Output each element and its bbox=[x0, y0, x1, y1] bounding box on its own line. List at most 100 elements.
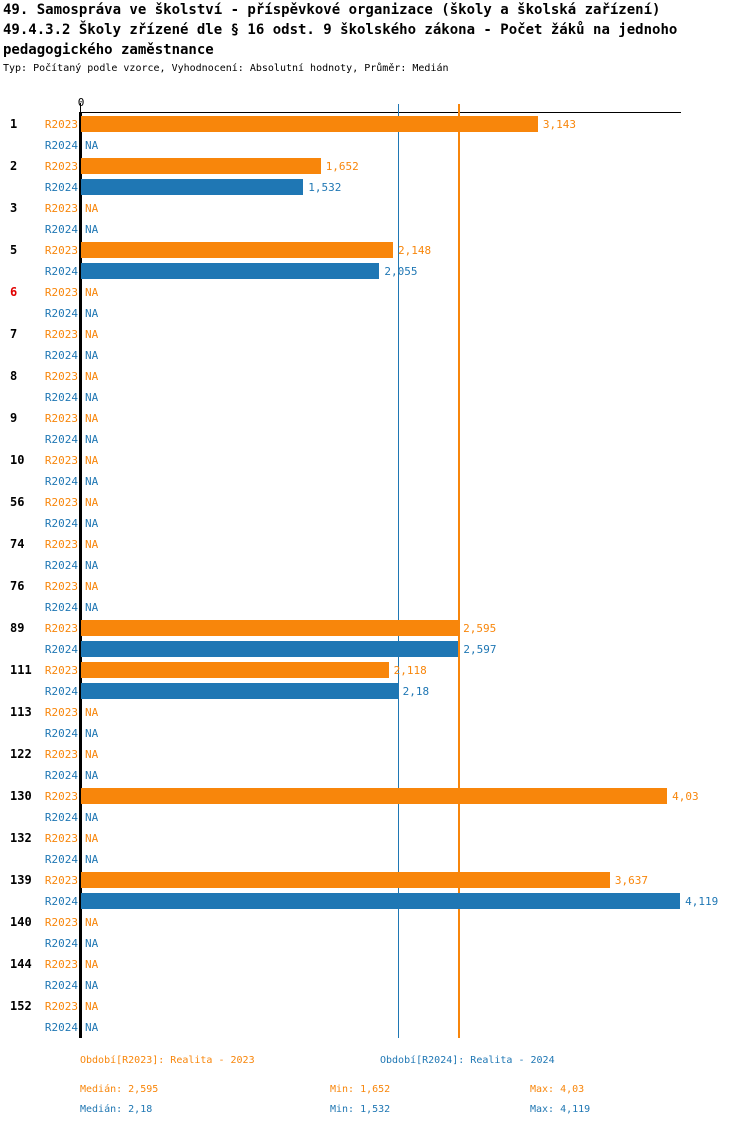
na-label: NA bbox=[85, 370, 99, 383]
na-label: NA bbox=[85, 223, 99, 236]
na-label: NA bbox=[85, 853, 99, 866]
stat-min-2023: Min: 1,652 bbox=[330, 1084, 391, 1095]
series-label-r2024: R2024 bbox=[44, 853, 78, 866]
na-label: NA bbox=[85, 727, 99, 740]
category-label: 113 bbox=[10, 705, 32, 719]
na-label: NA bbox=[85, 1021, 99, 1034]
series-label-r2024: R2024 bbox=[44, 727, 78, 740]
series-label-r2024: R2024 bbox=[44, 433, 78, 446]
series-label-r2023: R2023 bbox=[44, 370, 78, 383]
bar-r2024 bbox=[81, 263, 380, 279]
report-subtitle: Typ: Počítaný podle vzorce, Vyhodnocení:… bbox=[3, 63, 449, 74]
na-label: NA bbox=[85, 748, 99, 761]
category-label: 76 bbox=[10, 579, 25, 593]
series-label-r2024: R2024 bbox=[44, 307, 78, 320]
category-label: 10 bbox=[10, 453, 25, 467]
series-label-r2024: R2024 bbox=[44, 349, 78, 362]
na-label: NA bbox=[85, 202, 99, 215]
stat-min-2024: Min: 1,532 bbox=[330, 1104, 391, 1115]
na-label: NA bbox=[85, 496, 99, 509]
series-label-r2023: R2023 bbox=[44, 706, 78, 719]
bar-r2024 bbox=[81, 683, 398, 699]
bar-value-label: 4,119 bbox=[685, 895, 719, 908]
series-label-r2023: R2023 bbox=[44, 874, 78, 887]
bar-value-label: 2,18 bbox=[402, 685, 430, 698]
category-label: 122 bbox=[10, 747, 32, 761]
series-label-r2023: R2023 bbox=[44, 832, 78, 845]
series-label-r2023: R2023 bbox=[44, 622, 78, 635]
category-label: 5 bbox=[10, 243, 18, 257]
na-label: NA bbox=[85, 286, 99, 299]
na-label: NA bbox=[85, 475, 99, 488]
na-label: NA bbox=[85, 412, 99, 425]
series-label-r2023: R2023 bbox=[44, 916, 78, 929]
series-label-r2024: R2024 bbox=[44, 223, 78, 236]
series-label-r2023: R2023 bbox=[44, 244, 78, 257]
series-label-r2023: R2023 bbox=[44, 1000, 78, 1013]
bar-r2023 bbox=[81, 158, 321, 174]
series-label-r2023: R2023 bbox=[44, 286, 78, 299]
series-label-r2023: R2023 bbox=[44, 496, 78, 509]
bar-r2023 bbox=[81, 662, 389, 678]
na-label: NA bbox=[85, 139, 99, 152]
na-label: NA bbox=[85, 349, 99, 362]
series-label-r2024: R2024 bbox=[44, 937, 78, 950]
category-label: 111 bbox=[10, 663, 32, 677]
legend-period-2024: Období[R2024]: Realita - 2024 bbox=[380, 1055, 555, 1066]
category-label: 6 bbox=[10, 285, 18, 299]
bar-value-label: 2,597 bbox=[463, 643, 497, 656]
reference-line-median-2023 bbox=[458, 104, 460, 1038]
series-label-r2024: R2024 bbox=[44, 265, 78, 278]
na-label: NA bbox=[85, 328, 99, 341]
series-label-r2024: R2024 bbox=[44, 1021, 78, 1034]
stat-max-2023: Max: 4,03 bbox=[530, 1084, 585, 1095]
na-label: NA bbox=[85, 769, 99, 782]
bar-r2023 bbox=[81, 242, 393, 258]
series-label-r2023: R2023 bbox=[44, 412, 78, 425]
bar-r2023 bbox=[81, 116, 538, 132]
series-label-r2024: R2024 bbox=[44, 769, 78, 782]
series-label-r2024: R2024 bbox=[44, 601, 78, 614]
series-label-r2024: R2024 bbox=[44, 391, 78, 404]
category-label: 2 bbox=[10, 159, 18, 173]
bar-value-label: 4,03 bbox=[672, 790, 699, 803]
category-label: 8 bbox=[10, 369, 18, 383]
report-title-line2: 49.4.3.2 Školy zřízené dle § 16 odst. 9 … bbox=[3, 22, 678, 38]
series-label-r2024: R2024 bbox=[44, 895, 78, 908]
category-label: 1 bbox=[10, 117, 18, 131]
na-label: NA bbox=[85, 517, 99, 530]
series-label-r2024: R2024 bbox=[44, 811, 78, 824]
series-label-r2023: R2023 bbox=[44, 328, 78, 341]
na-label: NA bbox=[85, 307, 99, 320]
category-label: 132 bbox=[10, 831, 32, 845]
bar-r2024 bbox=[81, 641, 459, 657]
stat-median-2024: Medián: 2,18 bbox=[80, 1104, 153, 1115]
bar-r2024 bbox=[81, 893, 681, 909]
series-label-r2023: R2023 bbox=[44, 580, 78, 593]
na-label: NA bbox=[85, 433, 99, 446]
na-label: NA bbox=[85, 706, 99, 719]
legend-period-2023: Období[R2023]: Realita - 2023 bbox=[80, 1055, 255, 1066]
bar-r2023 bbox=[81, 872, 610, 888]
category-label: 56 bbox=[10, 495, 25, 509]
na-label: NA bbox=[85, 811, 99, 824]
category-label: 89 bbox=[10, 621, 25, 635]
series-label-r2023: R2023 bbox=[44, 748, 78, 761]
series-label-r2024: R2024 bbox=[44, 517, 78, 530]
category-label: 3 bbox=[10, 201, 18, 215]
bar-value-label: 2,055 bbox=[384, 265, 418, 278]
category-label: 7 bbox=[10, 327, 18, 341]
stat-median-2023: Medián: 2,595 bbox=[80, 1084, 159, 1095]
category-label: 130 bbox=[10, 789, 32, 803]
bar-value-label: 2,148 bbox=[397, 244, 432, 257]
bar-value-label: 3,637 bbox=[614, 874, 649, 887]
report-title-line3: pedagogického zaměstnance bbox=[3, 42, 214, 58]
series-label-r2023: R2023 bbox=[44, 160, 78, 173]
series-label-r2024: R2024 bbox=[44, 643, 78, 656]
category-label: 139 bbox=[10, 873, 32, 887]
na-label: NA bbox=[85, 979, 99, 992]
category-label: 9 bbox=[10, 411, 18, 425]
na-label: NA bbox=[85, 601, 99, 614]
category-label: 140 bbox=[10, 915, 32, 929]
series-label-r2024: R2024 bbox=[44, 685, 78, 698]
